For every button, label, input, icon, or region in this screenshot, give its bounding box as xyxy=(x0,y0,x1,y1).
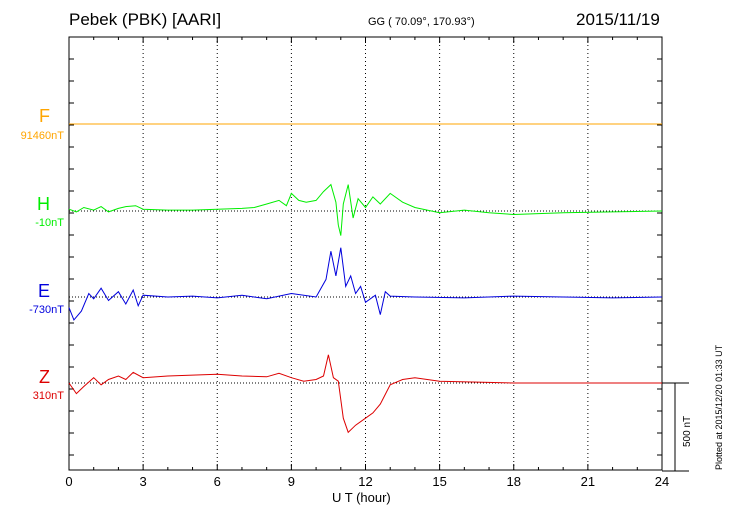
coordinates-label: GG ( 70.09°, 170.93°) xyxy=(368,16,475,28)
x-tick-label: 15 xyxy=(432,474,446,489)
series-line-h xyxy=(68,183,663,236)
x-tick-label: 0 xyxy=(65,474,72,489)
x-tick-label: 21 xyxy=(581,474,595,489)
series-baseline-z: 310nT xyxy=(32,390,64,402)
station-title: Pebek (PBK) [AARI] xyxy=(69,10,222,29)
series-baseline-f: 91460nT xyxy=(20,130,64,142)
series-name-f: F xyxy=(39,106,50,126)
x-axis-label: U T (hour) xyxy=(332,490,391,505)
series-baseline-e: -730nT xyxy=(29,304,64,316)
series-line-e xyxy=(68,247,663,321)
series-name-z: Z xyxy=(39,367,50,387)
series-line-z xyxy=(68,354,662,434)
series-baseline-h: -10nT xyxy=(35,217,64,229)
x-tick-label: 9 xyxy=(288,474,295,489)
x-tick-label: 3 xyxy=(140,474,147,489)
x-tick-label: 18 xyxy=(507,474,521,489)
series-name-h: H xyxy=(37,194,50,214)
x-tick-label: 24 xyxy=(655,474,669,489)
date-label: 2015/11/19 xyxy=(576,10,660,29)
x-tick-label: 12 xyxy=(358,474,372,489)
x-tick-label: 6 xyxy=(214,474,221,489)
series-name-e: E xyxy=(37,281,50,301)
